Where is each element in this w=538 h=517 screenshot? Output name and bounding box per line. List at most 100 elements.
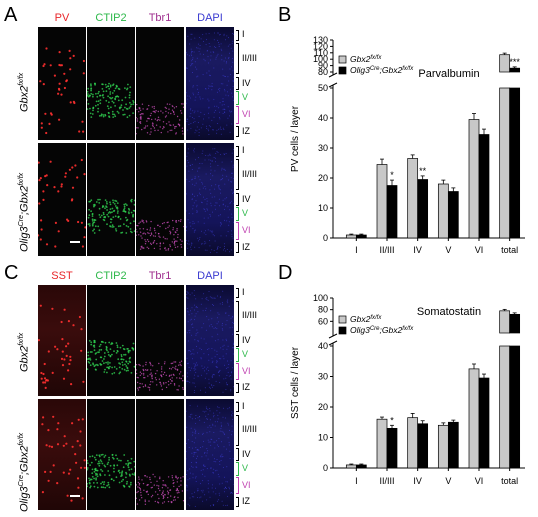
layer-label-c1-2: IV: [242, 334, 251, 345]
channel-label-pv: PV: [54, 12, 70, 24]
micrograph-a-row2-ch4: [186, 143, 234, 256]
layer-bracket: [236, 414, 239, 446]
channel-label-ctip2: CTIP2: [95, 12, 127, 24]
layer-bracket: [236, 91, 239, 105]
sst-bar-total-lower-s1: [509, 345, 521, 469]
layer-bracket: [236, 362, 239, 381]
pv-ytick-label: 10: [318, 203, 328, 213]
pv-ytick-label: 130: [313, 35, 328, 45]
sst-ytick-label: 0: [323, 463, 328, 473]
pv-bar-I-s1: [355, 234, 367, 239]
channel-label-tbr1-c: Tbr1: [148, 270, 172, 282]
pv-ytick-label: 80: [318, 67, 328, 77]
sst-bar-V-s1: [447, 421, 459, 469]
layer-bracket: [236, 242, 239, 253]
micrograph-a-row2-ch1: [38, 143, 86, 256]
layer-bracket: [236, 348, 239, 362]
pv-ytick-label: 30: [318, 143, 328, 153]
pv-bar-total-lower-s1: [509, 87, 521, 239]
pv-significance: *: [390, 170, 394, 180]
channel-label-dapi-c: DAPI: [197, 270, 223, 282]
layer-label-a1-3: V: [242, 92, 249, 103]
sst-axis-break: [328, 340, 338, 346]
layer-label-c1-5: IZ: [242, 381, 250, 392]
sst-ytick-label: 80: [318, 305, 328, 315]
sst-bar-VI-s0: [468, 368, 480, 469]
layer-bracket: [236, 76, 239, 91]
sst-ytick-label: 30: [318, 372, 328, 382]
pv-category-label: V: [445, 245, 451, 255]
pv-ytick-label: 50: [318, 83, 328, 93]
sst-bar-I-s0: [345, 464, 357, 469]
sst-ytick-label: 10: [318, 433, 328, 443]
sst-chart-title: Somatostatin: [417, 306, 481, 318]
sst-legend-label-1: Olig3Cre;Gbx2fx/fx: [350, 325, 414, 335]
pv-category-label: I: [355, 245, 358, 255]
sst-category-label: II/III: [379, 476, 394, 486]
pv-ytick-label: 40: [318, 113, 328, 123]
layer-bracket: [236, 158, 239, 191]
panel-letter-a: A: [4, 4, 18, 26]
micrograph-a-row2-ch2: [87, 143, 135, 256]
layer-bracket: [236, 402, 239, 413]
sst-category-label: I: [355, 476, 358, 486]
pv-bar-IV-s1: [417, 179, 429, 239]
layer-label-c2-2: IV: [242, 448, 251, 459]
sst-axis-break: [328, 333, 338, 339]
layer-bracket: [236, 496, 239, 507]
layer-label-c2-1: II/III: [242, 424, 258, 435]
sst-bar-II/III-s0: [376, 418, 388, 469]
layer-bracket: [236, 146, 239, 157]
layer-label-a2-1: II/III: [242, 168, 258, 179]
layer-bracket: [236, 30, 239, 41]
layer-bracket: [236, 382, 239, 393]
layer-label-c2-4: VI: [242, 479, 251, 490]
pv-category-label: II/III: [379, 245, 394, 255]
micrograph-c-row2-ch1: [38, 399, 86, 510]
pv-legend-label-0: Gbx2fx/fx: [350, 54, 382, 64]
pv-bar-II/III-s0: [376, 164, 388, 239]
genotype-label-a-row1: Gbx2fx/fx: [18, 72, 31, 112]
layer-bracket: [236, 207, 239, 221]
sst-bar-IV-s0: [407, 417, 419, 469]
sst-significance: *: [390, 415, 394, 425]
layer-label-c2-5: IZ: [242, 495, 250, 506]
pv-legend-swatch-1: [338, 66, 347, 75]
pv-ytick-label: 100: [313, 54, 328, 64]
pv-axis-break: [328, 72, 338, 78]
sst-bar-IV-s1: [417, 423, 429, 469]
pv-bar-V-s1: [447, 191, 459, 239]
pv-bar-II/III-s1: [386, 185, 398, 239]
pv-ytick-label: 0: [323, 233, 328, 243]
sst-legend-swatch-1: [338, 326, 347, 335]
pv-ytick-label: 110: [314, 48, 328, 58]
panel-letter-b: B: [278, 4, 292, 26]
layer-label-a1-0: I: [242, 29, 245, 40]
micrograph-a-row1-ch4: [186, 27, 234, 140]
channel-label-tbr1: Tbr1: [148, 12, 172, 24]
scale-bar: [70, 495, 80, 497]
pv-ytick-label: 20: [318, 173, 328, 183]
pv-category-label: total: [501, 245, 518, 255]
layer-bracket: [236, 192, 239, 207]
sst-category-label: VI: [475, 476, 484, 486]
micrograph-a-row1-ch2: [87, 27, 135, 140]
channel-label-dapi: DAPI: [197, 12, 223, 24]
channel-label-sst: SST: [51, 270, 73, 282]
layer-bracket: [236, 42, 239, 75]
pv-bar-I-s0: [345, 234, 357, 239]
sst-bar-II/III-s1: [386, 428, 398, 469]
micrograph-a-row1-ch1: [38, 27, 86, 140]
layer-label-c1-0: I: [242, 287, 245, 298]
sst-ytick-label: 100: [313, 293, 328, 303]
pv-bar-total-lower-s0: [499, 87, 511, 239]
channel-label-ctip2-c: CTIP2: [95, 270, 127, 282]
panel-letter-c: C: [4, 262, 19, 284]
layer-label-c1-4: VI: [242, 365, 251, 376]
layer-bracket: [236, 300, 239, 332]
layer-label-a2-2: IV: [242, 193, 251, 204]
sst-bar-VI-s1: [478, 377, 490, 469]
pv-chart-title: Parvalbumin: [418, 68, 479, 80]
genotype-label-a-row2: Olig3Cre;Gbx2fx/fx: [18, 172, 31, 252]
layer-bracket: [236, 476, 239, 495]
